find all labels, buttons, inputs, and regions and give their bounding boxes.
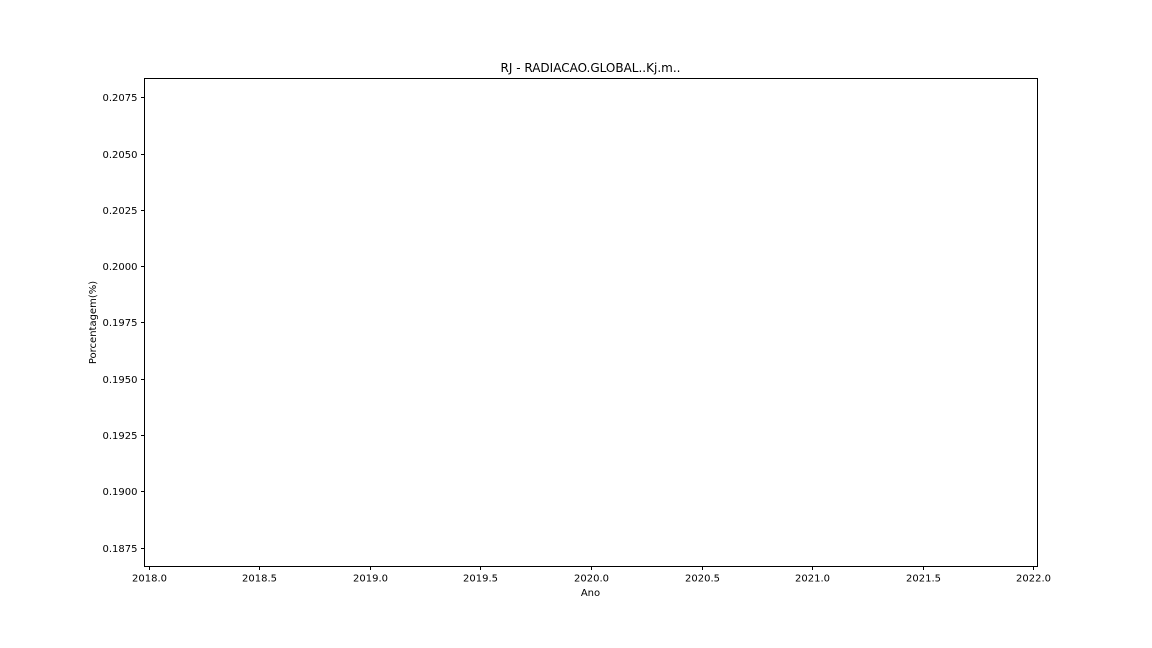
y-axis-label: Porcentagem(%) [88,281,99,364]
x-axis: 2018.0 2018.5 2019.0 2019.5 2020.0 2020.5 2021… [132,566,1051,585]
x-tick-label: 2018.5 [242,574,277,585]
x-tick-label: 2019.5 [463,574,498,585]
x-tick-label: 2019.0 [353,574,388,585]
chart-title: RJ - RADIACAO.GLOBAL..Kj.m.. [501,61,681,75]
x-tick-label: 2018.0 [132,574,167,585]
x-axis-label: Ano [581,588,600,599]
x-tick-label: 2020.5 [685,574,720,585]
y-tick-label: 0.1975 [103,318,138,329]
y-tick-label: 0.1875 [103,544,138,555]
y-tick-label: 0.2000 [103,262,138,273]
x-tick-label: 2021.0 [795,574,830,585]
y-tick-label: 0.1925 [103,431,138,442]
y-tick-label: 0.1900 [103,487,138,498]
x-tick-label: 2022.0 [1016,574,1051,585]
x-tick-label: 2021.5 [906,574,941,585]
y-tick-label: 0.2025 [103,206,138,217]
y-tick-label: 0.1950 [103,375,138,386]
y-tick-label: 0.2050 [103,150,138,161]
y-axis: 0.1875 0.1900 0.1925 0.1950 0.1975 0.2000 0.20… [103,93,145,555]
x-tick-label: 2020.0 [574,574,609,585]
y-tick-label: 0.2075 [103,93,138,104]
